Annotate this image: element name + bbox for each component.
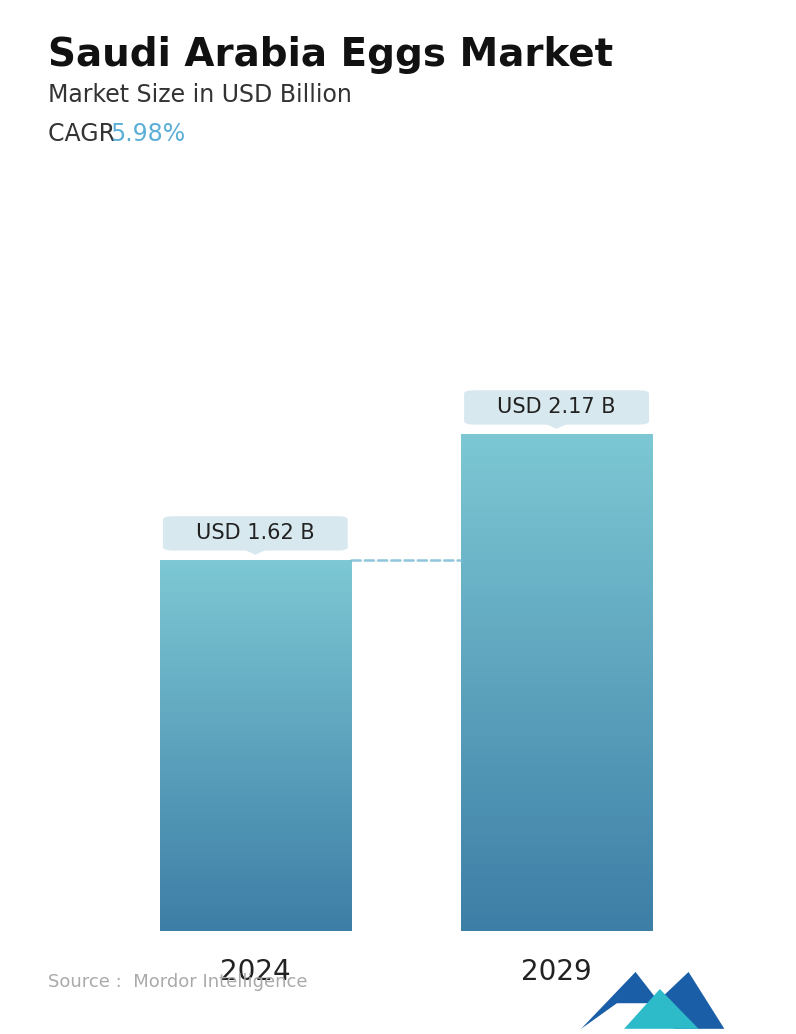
Text: USD 1.62 B: USD 1.62 B bbox=[196, 523, 314, 543]
FancyBboxPatch shape bbox=[163, 516, 348, 550]
Polygon shape bbox=[656, 972, 724, 1029]
Polygon shape bbox=[240, 547, 271, 554]
Text: USD 2.17 B: USD 2.17 B bbox=[498, 397, 616, 418]
Text: 2029: 2029 bbox=[521, 959, 592, 986]
Text: Saudi Arabia Eggs Market: Saudi Arabia Eggs Market bbox=[48, 36, 613, 74]
Text: Market Size in USD Billion: Market Size in USD Billion bbox=[48, 83, 352, 107]
Polygon shape bbox=[541, 421, 572, 428]
Polygon shape bbox=[581, 972, 660, 1029]
Text: CAGR: CAGR bbox=[48, 122, 123, 146]
Text: 2024: 2024 bbox=[220, 959, 291, 986]
FancyBboxPatch shape bbox=[464, 390, 649, 425]
Text: 5.98%: 5.98% bbox=[110, 122, 185, 146]
Text: Source :  Mordor Intelligence: Source : Mordor Intelligence bbox=[48, 973, 307, 991]
Polygon shape bbox=[624, 989, 699, 1029]
